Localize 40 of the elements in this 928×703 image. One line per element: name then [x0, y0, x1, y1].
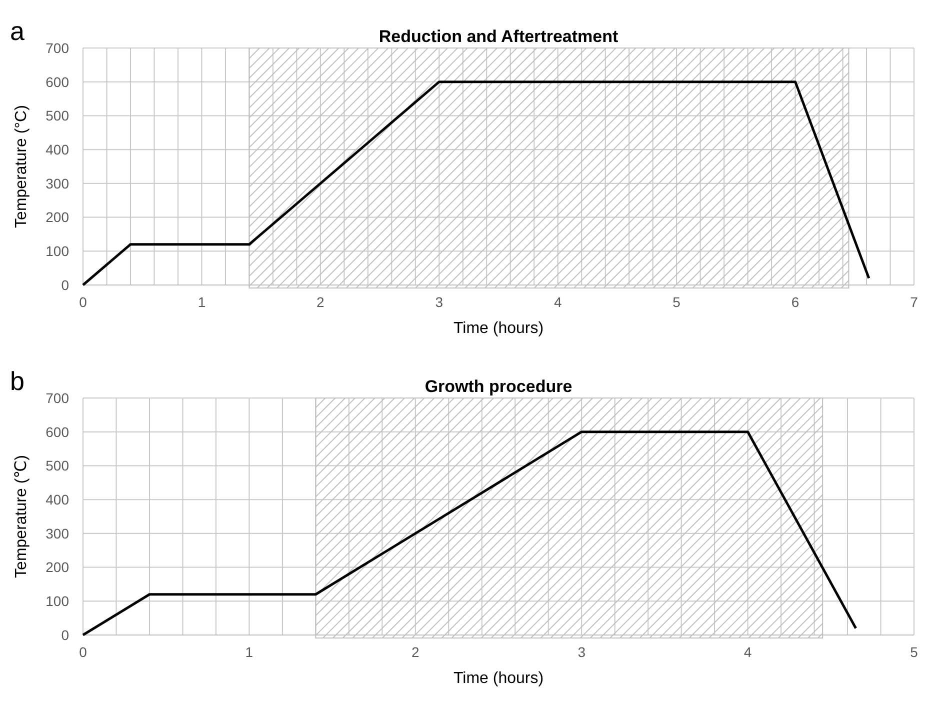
y-tick-label: 600 [46, 424, 70, 440]
y-tick-label: 500 [46, 108, 70, 124]
x-tick-label: 7 [910, 294, 918, 310]
line-series [82, 80, 870, 286]
x-tick-label: 3 [435, 294, 444, 310]
x-tick-label: 1 [198, 294, 206, 310]
y-tick-label: 400 [46, 141, 70, 158]
y-axis-title: Temperature (℃) [13, 455, 30, 578]
chart-title: Reduction and Aftertreatment [378, 27, 618, 46]
y-axis-title: Temperature (°C) [13, 105, 30, 228]
x-tick-label: 0 [79, 644, 88, 660]
y-tick-label: 600 [46, 74, 70, 90]
y-tick-label: 100 [46, 593, 70, 610]
y-tick-label: 300 [46, 175, 70, 192]
y-tick-label: 200 [46, 559, 70, 576]
y-tick-label: 0 [61, 276, 70, 293]
x-axis-title: Time (hours) [453, 320, 544, 337]
x-tick-label: 5 [910, 644, 918, 660]
x-tick-label: 4 [744, 644, 752, 660]
y-tick-label: 200 [46, 209, 70, 226]
text: a [10, 16, 25, 46]
y-tick-label: 700 [46, 390, 70, 406]
y-tick-label: 500 [46, 458, 70, 474]
y-tick-label: 700 [46, 40, 70, 56]
x-tick-label: 5 [672, 294, 681, 310]
y-tick-label: 400 [46, 491, 70, 508]
x-tick-label: 1 [245, 644, 254, 660]
x-tick-label: 3 [578, 644, 586, 660]
x-tick-label: 0 [79, 294, 88, 310]
chart-title: Growth procedure [424, 377, 572, 396]
y-tick-label: 300 [46, 525, 70, 542]
y-tick-label: 0 [61, 626, 70, 643]
text: b [10, 366, 24, 396]
x-tick-label: 2 [316, 294, 325, 310]
x-axis-title: Time (hours) [453, 670, 544, 687]
y-tick-label: 100 [46, 243, 70, 260]
line-series [82, 430, 858, 636]
x-tick-label: 6 [791, 294, 800, 310]
x-tick-label: 2 [412, 644, 420, 660]
x-tick-label: 4 [554, 294, 562, 310]
